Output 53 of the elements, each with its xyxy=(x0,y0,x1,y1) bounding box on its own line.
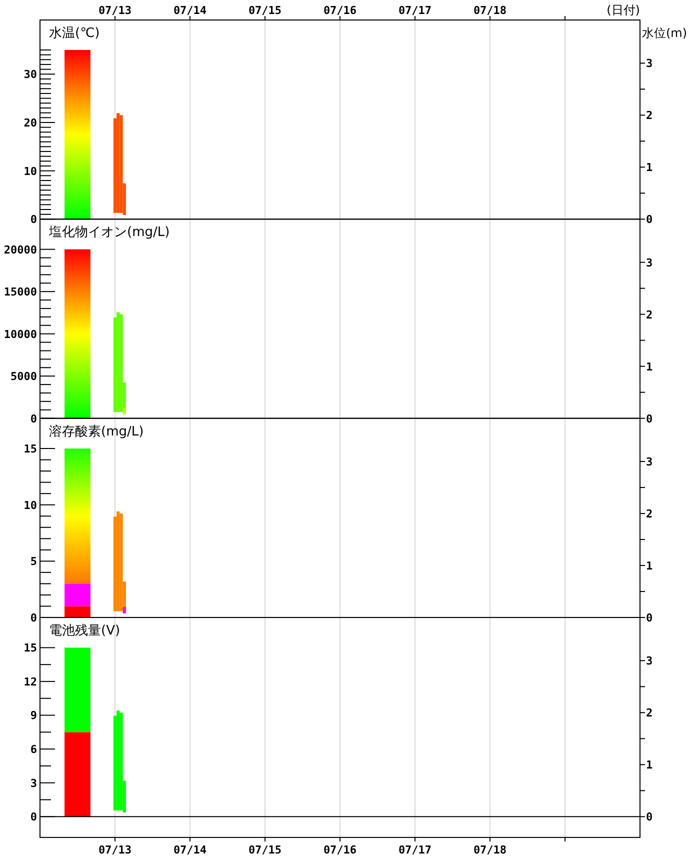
y2-tick-label: 0 xyxy=(646,213,653,226)
y2-tick-label: 2 xyxy=(646,507,653,520)
y2-tick-label: 0 xyxy=(646,810,653,824)
y2-tick-label: 3 xyxy=(646,57,653,70)
x-tick-label: 07/14 xyxy=(173,843,207,856)
x-tick-label: 07/13 xyxy=(98,843,132,856)
x-tick-label: 07/17 xyxy=(398,843,432,856)
text: 水温(℃) xyxy=(49,26,100,41)
x2-tick-label: 07/16 xyxy=(323,4,357,17)
y-tick-label: 0 xyxy=(30,611,37,624)
y2-tick-label: 3 xyxy=(646,654,653,668)
x-tick-label: 07/18 xyxy=(473,843,507,856)
y-tick-label: 9 xyxy=(30,709,37,722)
y2-tick-label: 3 xyxy=(646,455,653,468)
y-tick-label: 3 xyxy=(30,776,37,790)
y2-tick-label: 3 xyxy=(646,256,653,270)
y-tick-label: 20 xyxy=(24,116,37,130)
y-tick-label: 0 xyxy=(30,412,37,426)
y-tick-label: 10 xyxy=(24,498,37,512)
y-tick-label: 6 xyxy=(30,743,38,756)
x2-tick-label: 07/14 xyxy=(173,4,207,17)
x2-axis-title: (日付) xyxy=(606,3,640,17)
y-tick-label: 10000 xyxy=(4,328,37,341)
x2-tick-label: 07/18 xyxy=(473,4,507,17)
y-tick-label: 20000 xyxy=(4,243,37,256)
y2-tick-label: 1 xyxy=(646,161,653,174)
y-tick-label: 12 xyxy=(24,675,37,688)
y2-tick-label: 1 xyxy=(646,758,653,772)
y2-tick-label: 1 xyxy=(646,360,653,374)
y-tick-label: 0 xyxy=(30,810,37,824)
y-tick-label: 30 xyxy=(24,68,37,82)
y2-tick-label: 2 xyxy=(646,308,653,322)
y-tick-label: 5 xyxy=(30,555,37,568)
y-tick-label: 15000 xyxy=(4,286,37,299)
y2-tick-label: 0 xyxy=(646,412,653,426)
x-tick-label: 07/15 xyxy=(248,843,282,856)
text: 溶存酸素(mg/L) xyxy=(49,423,144,440)
y2-tick-label: 2 xyxy=(646,109,653,122)
text: 塩化物イオン(mg/L) xyxy=(48,225,170,240)
y2-tick-label: 2 xyxy=(646,706,653,720)
y-tick-label: 15 xyxy=(24,442,37,456)
y-tick-label: 5000 xyxy=(10,370,37,384)
y2-tick-label: 0 xyxy=(646,611,653,624)
y-tick-label: 10 xyxy=(24,164,37,178)
y2-tick-label: 1 xyxy=(646,559,653,572)
x2-tick-label: 07/17 xyxy=(398,4,432,17)
y-tick-label: 0 xyxy=(30,213,37,226)
x2-tick-label: 07/15 xyxy=(248,4,282,17)
text: 電池残量(V) xyxy=(49,623,120,638)
x2-tick-label: 07/13 xyxy=(98,4,132,17)
y2-axis-title: 水位(m) xyxy=(642,26,688,40)
y-tick-label: 15 xyxy=(24,642,37,655)
x-tick-label: 07/16 xyxy=(323,843,357,856)
